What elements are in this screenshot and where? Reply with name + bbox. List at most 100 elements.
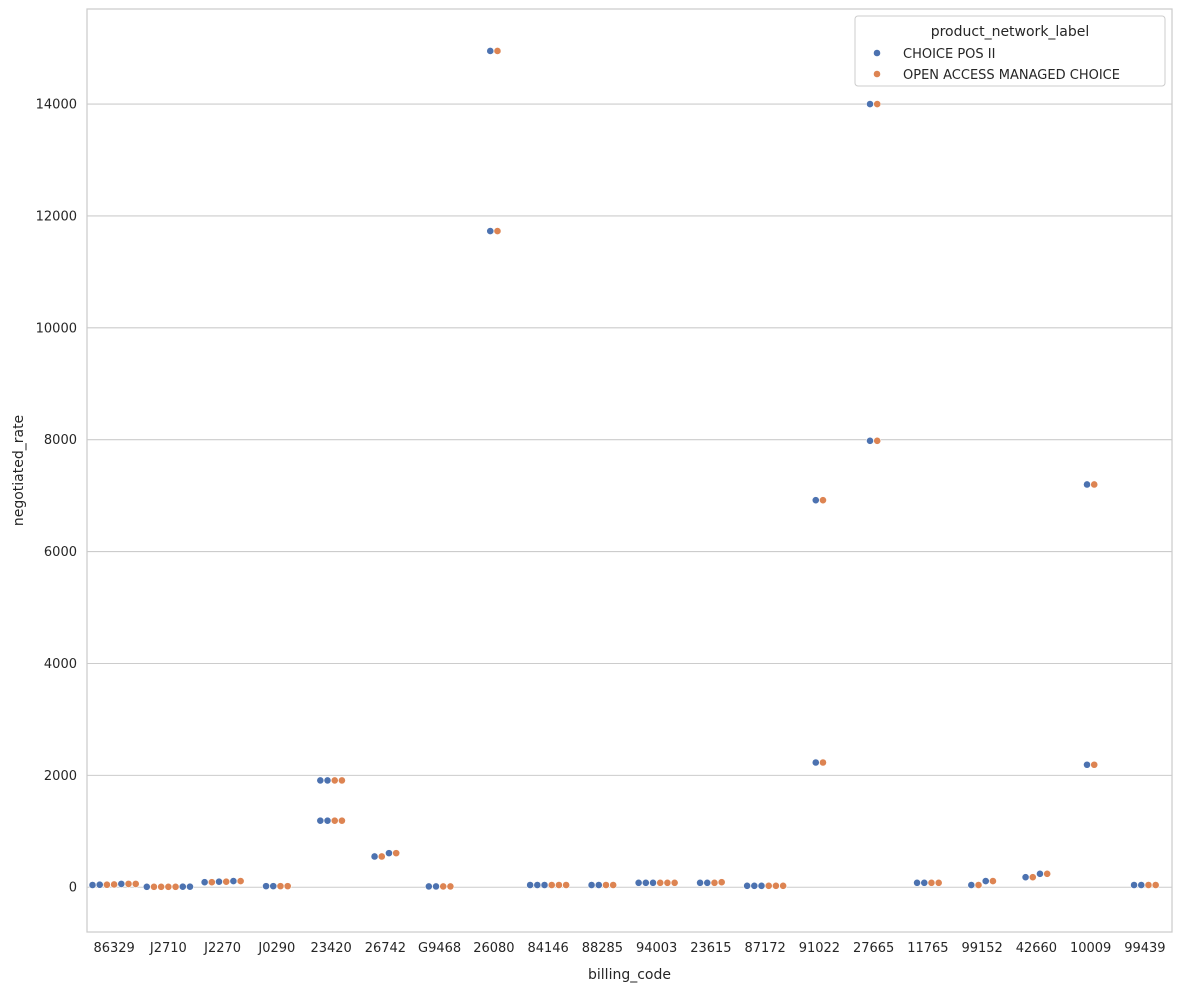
data-point bbox=[927, 878, 936, 887]
data-point bbox=[103, 880, 111, 889]
data-point bbox=[866, 100, 874, 108]
data-point bbox=[913, 878, 921, 887]
x-tick-label: 88285 bbox=[582, 941, 623, 956]
data-point bbox=[493, 227, 502, 235]
y-tick-label: 2000 bbox=[44, 769, 77, 784]
data-points bbox=[88, 47, 1160, 891]
data-point bbox=[934, 878, 943, 887]
data-point bbox=[1028, 873, 1037, 882]
data-point bbox=[703, 878, 712, 887]
data-point bbox=[779, 881, 788, 890]
data-point bbox=[696, 878, 704, 887]
data-point bbox=[602, 881, 610, 889]
data-point bbox=[157, 882, 166, 891]
data-point bbox=[1090, 480, 1099, 489]
y-tick-label: 0 bbox=[69, 881, 77, 896]
data-point bbox=[377, 852, 386, 861]
x-tick-label: 27665 bbox=[853, 941, 894, 956]
data-point bbox=[186, 882, 194, 891]
y-tick-label: 4000 bbox=[44, 657, 77, 672]
data-point bbox=[392, 849, 401, 858]
data-point bbox=[283, 882, 292, 891]
data-point bbox=[873, 436, 882, 445]
data-point bbox=[207, 878, 216, 887]
data-point bbox=[920, 878, 929, 887]
data-point bbox=[178, 882, 187, 891]
data-point bbox=[131, 879, 140, 888]
legend-items: CHOICE POS II OPEN ACCESS MANAGED CHOICE bbox=[873, 47, 1120, 83]
x-tick-label: 23615 bbox=[690, 941, 731, 956]
x-tick-label: 91022 bbox=[799, 941, 840, 956]
x-tick-label: 23420 bbox=[310, 941, 351, 956]
data-point bbox=[164, 882, 173, 891]
x-tick-label: J2270 bbox=[203, 941, 241, 956]
data-point bbox=[323, 776, 332, 785]
data-point bbox=[1090, 760, 1099, 769]
y-tick-label: 12000 bbox=[36, 209, 77, 224]
data-point bbox=[533, 881, 542, 889]
data-point bbox=[873, 100, 882, 108]
x-tick-label: 10009 bbox=[1070, 941, 1111, 956]
data-point bbox=[757, 881, 766, 890]
data-point bbox=[562, 881, 571, 889]
y-tick-label: 8000 bbox=[44, 433, 77, 448]
data-point bbox=[811, 496, 820, 505]
y-axis-label: negotiated_rate bbox=[11, 415, 27, 526]
y-tick-labels: 0 2000 4000 6000 8000 10000 12000 14000 bbox=[36, 98, 77, 896]
data-point bbox=[710, 878, 719, 887]
data-point bbox=[486, 47, 495, 55]
x-tick-label: 26080 bbox=[473, 941, 514, 956]
data-point bbox=[330, 776, 339, 785]
plot-frame bbox=[86, 8, 1173, 933]
data-point bbox=[1144, 881, 1153, 889]
data-point bbox=[811, 758, 820, 767]
data-point bbox=[142, 882, 151, 891]
data-point bbox=[95, 880, 104, 889]
x-tick-labels: 86329 J2710 J2270 J0290 23420 26742 G9468 26080… bbox=[93, 941, 1165, 956]
data-point bbox=[446, 882, 455, 891]
data-point bbox=[124, 879, 133, 888]
x-tick-label: 94003 bbox=[636, 941, 677, 956]
legend-label: CHOICE POS II bbox=[903, 47, 995, 62]
data-point bbox=[493, 47, 502, 55]
x-tick-label: 42660 bbox=[1016, 941, 1057, 956]
x-tick-label: J2710 bbox=[149, 941, 187, 956]
data-point bbox=[526, 881, 535, 889]
data-point bbox=[656, 878, 665, 887]
data-point bbox=[974, 881, 983, 889]
data-point bbox=[370, 852, 379, 861]
data-point bbox=[1137, 881, 1146, 889]
x-tick-label: 26742 bbox=[365, 941, 406, 956]
y-tick-label: 6000 bbox=[44, 545, 77, 560]
x-tick-label: 99439 bbox=[1124, 941, 1165, 956]
data-point bbox=[587, 881, 596, 889]
data-point bbox=[555, 881, 563, 889]
data-point bbox=[323, 816, 332, 825]
data-point bbox=[276, 882, 285, 891]
data-point bbox=[1043, 869, 1052, 878]
data-point bbox=[663, 878, 672, 887]
data-point bbox=[641, 878, 650, 887]
data-point bbox=[1083, 480, 1091, 489]
y-tick-label: 14000 bbox=[36, 98, 77, 113]
legend-label: OPEN ACCESS MANAGED CHOICE bbox=[903, 68, 1120, 83]
data-point bbox=[1036, 869, 1044, 878]
data-point bbox=[110, 880, 119, 889]
x-tick-label: G9468 bbox=[418, 941, 461, 956]
x-axis-label: billing_code bbox=[588, 967, 671, 983]
data-point bbox=[88, 881, 97, 889]
gridlines bbox=[87, 103, 1172, 888]
data-point bbox=[236, 877, 245, 885]
data-point bbox=[117, 879, 126, 888]
x-tick-label: J0290 bbox=[257, 941, 295, 956]
data-point bbox=[547, 881, 556, 889]
data-point bbox=[866, 436, 874, 445]
data-point bbox=[439, 882, 448, 891]
data-point bbox=[967, 881, 976, 889]
data-point bbox=[989, 877, 997, 885]
data-point bbox=[1151, 881, 1160, 889]
legend-title: product_network_label bbox=[931, 24, 1090, 40]
data-point bbox=[486, 227, 495, 235]
data-point bbox=[316, 776, 325, 785]
